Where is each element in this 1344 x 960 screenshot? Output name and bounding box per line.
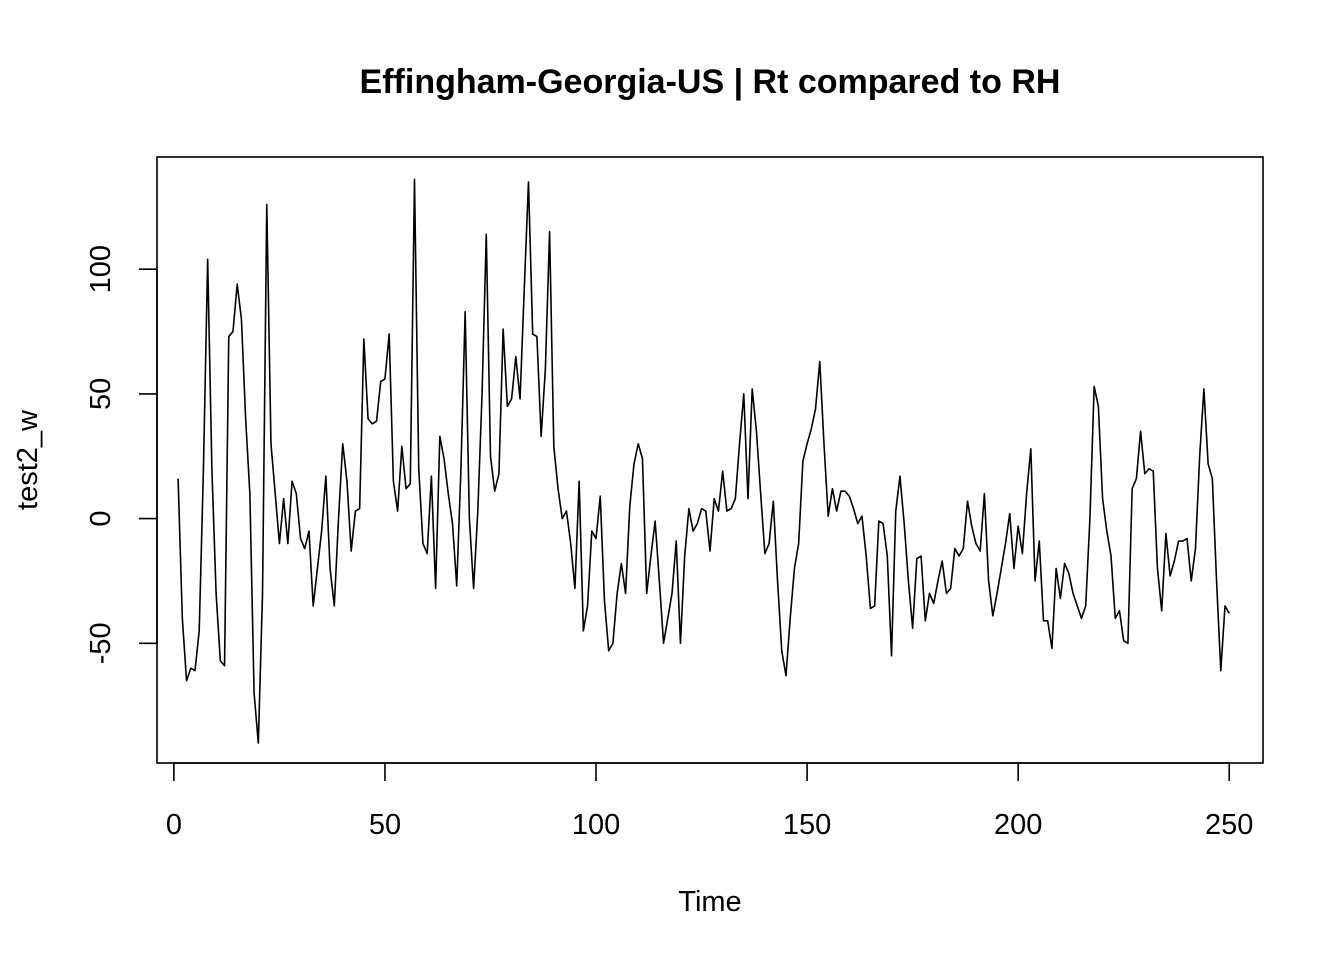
chart-title: Effingham-Georgia-US | Rt compared to RH [360,63,1061,101]
x-tick-label: 50 [369,809,401,841]
y-tick-label: 0 [85,511,117,527]
y-axis-label: test2_w [12,409,44,510]
x-tick-label: 250 [1205,809,1253,841]
y-tick-label: 50 [85,378,117,410]
x-tick-label: 100 [572,809,620,841]
y-axis: -50 0 50 100 [85,245,158,664]
y-tick-label: -50 [85,622,117,664]
x-axis-label: Time [678,886,741,918]
x-tick-label: 150 [783,809,831,841]
x-tick-label: 0 [166,809,182,841]
x-axis: 0 50 100 150 200 250 [166,762,1253,841]
x-tick-label: 200 [994,809,1042,841]
y-tick-label: 100 [85,245,117,293]
series-line [177,178,1230,744]
